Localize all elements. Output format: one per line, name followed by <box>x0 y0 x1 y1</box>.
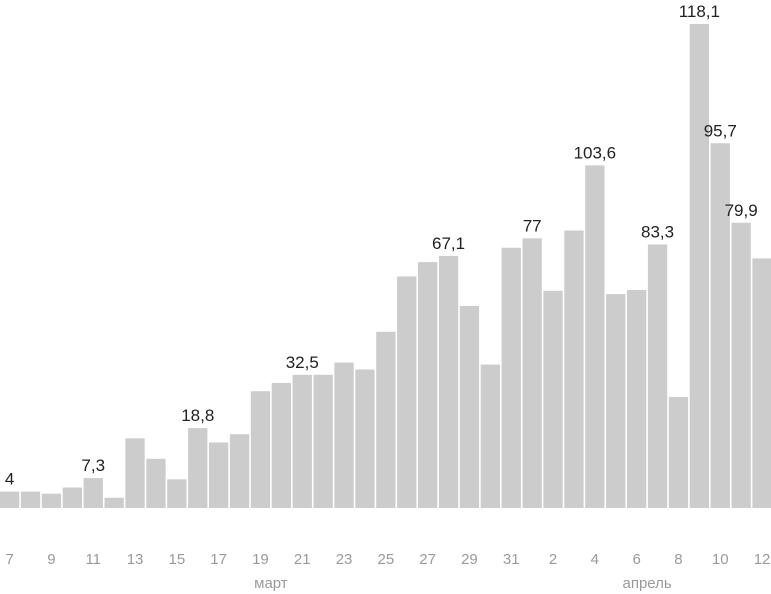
bars-group <box>0 23 771 509</box>
data-label: 118,1 <box>679 2 720 21</box>
bar-9 <box>188 428 208 508</box>
x-tick-label: 25 <box>378 551 395 568</box>
data-label: 95,7 <box>704 121 737 140</box>
x-tick-label: 31 <box>503 551 520 568</box>
bar-24 <box>501 247 521 508</box>
x-tick-label: 17 <box>210 551 227 568</box>
data-label: 83,3 <box>641 222 674 241</box>
x-tick-label: 13 <box>127 551 144 568</box>
data-label: 32,5 <box>286 353 319 372</box>
bar-0 <box>0 491 20 508</box>
data-label: 77 <box>523 216 542 235</box>
bar-7 <box>146 458 166 508</box>
x-tick-label: 2 <box>549 551 557 568</box>
x-tick-label: 29 <box>461 551 478 568</box>
bar-10 <box>209 442 229 508</box>
bar-33 <box>689 23 709 508</box>
bar-15 <box>313 374 333 508</box>
bar-3 <box>62 487 82 508</box>
bar-6 <box>125 438 145 508</box>
bar-31 <box>647 244 668 509</box>
bar-11 <box>229 434 250 508</box>
x-tick-label: 4 <box>591 551 599 568</box>
x-tick-label: 15 <box>169 551 186 568</box>
bar-14 <box>292 374 312 508</box>
data-label: 4 <box>5 470 14 489</box>
data-label: 67,1 <box>432 234 465 253</box>
bar-12 <box>250 391 271 508</box>
bar-21 <box>438 255 459 508</box>
bar-29 <box>606 294 626 508</box>
x-tick-label: 12 <box>754 551 771 568</box>
month-labels-group: март апрель <box>254 575 672 592</box>
bar-25 <box>522 238 542 508</box>
x-tick-label: 11 <box>85 551 101 568</box>
x-tick-label: 6 <box>632 551 640 568</box>
bar-28 <box>585 165 605 508</box>
x-tick-label: 10 <box>712 551 729 568</box>
bar-2 <box>41 493 62 508</box>
bar-27 <box>564 230 584 509</box>
bar-1 <box>20 491 41 508</box>
month-label: март <box>254 575 288 592</box>
x-tick-label: 19 <box>252 551 269 568</box>
bar-26 <box>543 290 563 508</box>
bar-20 <box>418 262 438 508</box>
x-tick-label: 7 <box>5 551 13 568</box>
x-tick-label: 8 <box>674 551 682 568</box>
bar-5 <box>104 497 124 508</box>
bar-34 <box>710 143 730 508</box>
data-labels-group: 4 7,3 18,8 32,5 67,1 77 103,6 83,3 118,1 95,7 79,9 <box>5 2 758 489</box>
bar-4 <box>83 478 103 508</box>
data-label: 79,9 <box>725 201 758 220</box>
bar-18 <box>376 331 396 508</box>
x-tick-label: 23 <box>336 551 353 568</box>
bar-17 <box>355 369 375 508</box>
x-tick-label: 9 <box>47 551 55 568</box>
bar-19 <box>397 276 417 508</box>
x-tick-label: 27 <box>419 551 436 568</box>
data-label: 7,3 <box>81 456 105 475</box>
x-tick-labels-group: 7 9 11 13 15 17 19 21 23 25 27 29 31 2 4 6 8 10 12 <box>5 551 770 568</box>
data-label: 18,8 <box>181 406 214 425</box>
bar-13 <box>271 383 291 508</box>
bar-8 <box>167 479 187 508</box>
bar-32 <box>668 396 689 508</box>
bar-16 <box>334 362 354 508</box>
bar-30 <box>627 289 647 508</box>
bar-22 <box>459 305 480 508</box>
bar-35 <box>731 222 751 508</box>
bar-23 <box>480 364 500 508</box>
month-label: апрель <box>622 575 671 592</box>
bar-36 <box>752 258 771 508</box>
data-label: 103,6 <box>574 143 617 162</box>
x-tick-label: 21 <box>294 551 311 568</box>
